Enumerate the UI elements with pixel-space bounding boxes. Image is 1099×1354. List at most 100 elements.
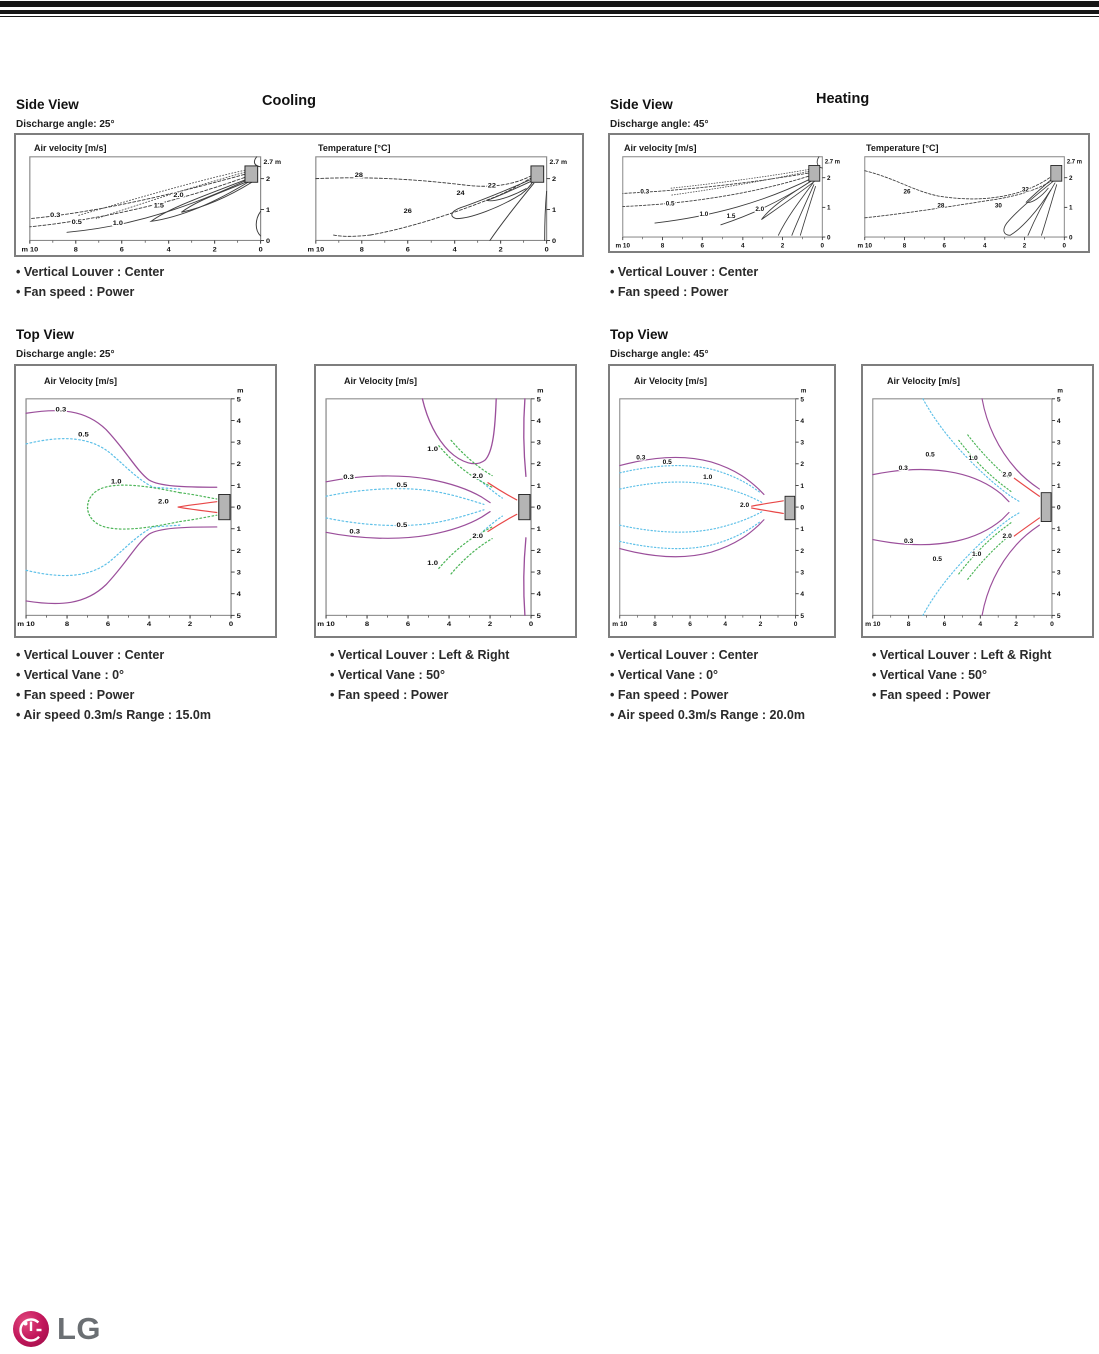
svg-text:2: 2 [1014,621,1018,628]
cooling-side-notes: Vertical Louver : Center Fan speed : Pow… [16,262,164,302]
svg-text:0: 0 [545,246,549,254]
svg-text:1.5: 1.5 [727,213,736,220]
svg-text:8: 8 [360,246,364,254]
svg-text:4: 4 [1057,418,1061,425]
svg-text:5: 5 [1057,396,1061,403]
svg-text:6: 6 [688,621,692,628]
svg-text:6: 6 [406,246,410,254]
svg-text:0: 0 [794,621,798,628]
cooling-top-view-heading: Top View [16,327,75,342]
svg-text:1.0: 1.0 [427,445,438,453]
svg-text:0: 0 [821,242,825,249]
svg-text:4: 4 [237,590,241,598]
svg-text:6: 6 [700,242,704,249]
svg-text:6: 6 [942,242,946,249]
svg-text:8: 8 [65,620,69,628]
svg-text:0.3: 0.3 [640,188,649,195]
svg-text:2: 2 [1023,242,1027,249]
svg-text:4: 4 [453,246,457,254]
svg-text:2: 2 [537,546,541,554]
svg-text:1: 1 [266,206,270,214]
note-line: Fan speed : Power [16,685,211,705]
cooling-top-leftright-notes: Vertical Louver : Left & Right Vertical … [330,645,510,705]
svg-text:6: 6 [406,620,410,628]
note-line: Vertical Louver : Center [610,645,805,665]
heating-side-view-panel: Air velocity [m/s] m 10 8 6 4 2 0 2 1 0 2.7 m 0.3 0… [608,133,1090,253]
svg-text:5: 5 [537,395,541,403]
svg-text:2: 2 [237,460,241,468]
svg-text:4: 4 [800,591,804,598]
svg-text:5: 5 [1057,613,1061,620]
note-line: Vertical Vane : 50° [330,665,509,685]
svg-text:4: 4 [800,418,804,425]
svg-text:m 10: m 10 [307,246,324,254]
heating-top-center-title: Air Velocity [m/s] [634,376,708,386]
cooling-top-discharge-angle: Discharge angle: 25° [16,349,115,360]
svg-text:m: m [237,388,243,395]
svg-text:2: 2 [488,620,492,628]
svg-text:m 10: m 10 [612,621,627,628]
svg-text:1.0: 1.0 [113,219,123,227]
svg-text:4: 4 [447,620,451,628]
note-line: Air speed 0.3m/s Range : 20.0m [610,705,805,725]
svg-text:24: 24 [456,189,464,197]
svg-text:3: 3 [800,440,804,447]
heating-top-leftright-panel: Air Velocity [m/s] m 10 8 6 4 2 0 5 4 3 2 1 0 1 2 3 4 5 m… [861,364,1094,638]
svg-text:1.0: 1.0 [968,455,978,462]
svg-text:0.5: 0.5 [925,452,935,459]
svg-text:6: 6 [106,620,110,628]
svg-text:2.7 m: 2.7 m [550,159,568,166]
svg-text:2: 2 [1057,548,1061,555]
svg-text:2.7 m: 2.7 m [264,159,282,166]
svg-text:0: 0 [537,503,541,511]
svg-text:5: 5 [800,613,804,620]
svg-text:1.0: 1.0 [703,474,712,481]
svg-text:4: 4 [983,242,987,249]
svg-text:2.0: 2.0 [472,531,483,539]
svg-text:2: 2 [188,620,192,628]
svg-text:8: 8 [653,621,657,628]
lg-logo-text: LG [57,1311,102,1346]
cooling-top-leftright-plot: m 10 8 6 4 2 0 5 4 3 2 1 0 1 2 3 4 5 m 0.3 0.3 0.5 0.5 1.0 1.0 2… [317,388,570,628]
svg-text:3: 3 [537,438,541,446]
svg-text:22: 22 [488,182,496,190]
svg-text:m 10: m 10 [17,620,35,628]
heating-side-temperature-plot: m 10 8 6 4 2 0 2 1 0 2.7 m 26 28 30 32 [858,155,1088,251]
heating-top-view-heading: Top View [610,327,669,342]
svg-text:4: 4 [537,416,541,424]
svg-text:0.3: 0.3 [343,473,354,481]
svg-text:3: 3 [237,438,241,446]
svg-text:1: 1 [537,525,541,533]
svg-text:0.5: 0.5 [397,520,408,528]
svg-text:2: 2 [537,460,541,468]
heating-top-discharge-angle: Discharge angle: 45° [610,349,709,360]
svg-text:0.5: 0.5 [72,218,82,226]
header-rule-medium [0,10,1099,14]
cooling-side-view-heading: Side View [16,97,79,112]
svg-text:8: 8 [661,242,665,249]
svg-text:2.0: 2.0 [158,497,169,505]
svg-text:1.0: 1.0 [427,558,438,566]
heating-side-air-velocity-svg: m 10 8 6 4 2 0 2 1 0 2.7 m 0.3 0.5 1.0 1.5 2.0 [616,156,840,250]
cooling-top-center-panel: Air Velocity [m/s] m 10 8 6 4 2 0 5 4 3 2 1 0 1 2 3 4 5 m… [14,364,277,638]
heating-mode-title: Heating [816,91,870,107]
header-rule-thin [0,16,1099,17]
svg-text:2.7 m: 2.7 m [825,160,840,166]
svg-text:2: 2 [266,175,270,183]
svg-text:1: 1 [552,206,556,214]
svg-text:3: 3 [1057,440,1061,447]
heating-top-center-plot: m 10 8 6 4 2 0 5 4 3 2 1 0 1 2 3 4 5 m 0.3 0.5 1.0 2.0 [612,387,829,628]
cooling-side-velocity-title: Air velocity [m/s] [34,143,107,153]
svg-text:5: 5 [237,611,241,619]
svg-text:0.3: 0.3 [50,211,60,219]
svg-text:0: 0 [827,234,831,241]
cooling-side-temperature-svg: m 10 8 6 4 2 0 2 1 0 2.7 m 28 26 24 22 [307,156,568,254]
heating-top-center-notes: Vertical Louver : Center Vertical Vane :… [610,645,805,725]
svg-text:2: 2 [499,246,503,254]
svg-text:8: 8 [903,242,907,249]
svg-text:1: 1 [237,481,241,489]
svg-text:1.0: 1.0 [700,211,709,218]
header-rule-thick [0,1,1099,7]
svg-text:m 10: m 10 [21,246,38,254]
svg-text:0: 0 [259,246,263,254]
